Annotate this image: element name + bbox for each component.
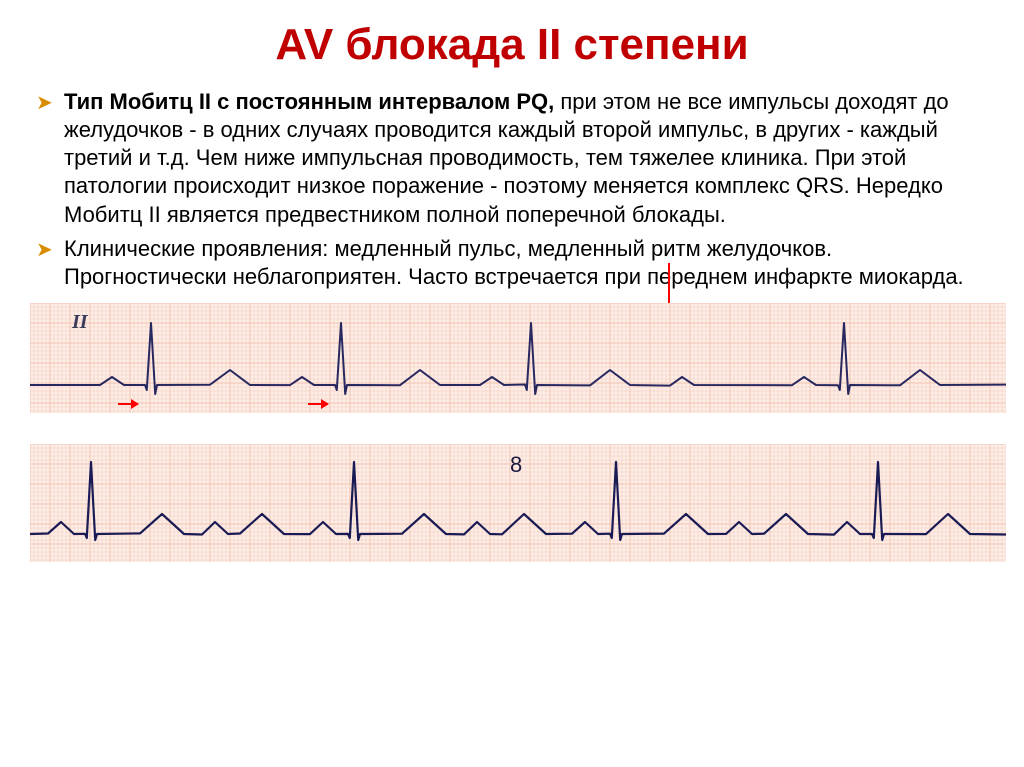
text-span: Клинические проявления: медленный пульс,…	[64, 236, 964, 289]
page-title: AV блокада II степени	[30, 20, 994, 70]
lead-label: II	[72, 311, 88, 334]
ecg-svg-1	[30, 303, 1006, 413]
chevron-right-icon: ➤	[36, 88, 64, 116]
bold-span: Тип Мобитц II с постоянным интервалом PQ…	[64, 89, 554, 114]
list-item-text: Клинические проявления: медленный пульс,…	[64, 235, 994, 291]
ecg-strip-2: 8	[30, 444, 1006, 567]
chevron-right-icon: ➤	[36, 235, 64, 263]
bullet-list: ➤ Тип Мобитц II с постоянным интервалом …	[30, 88, 994, 291]
list-item: ➤ Тип Мобитц II с постоянным интервалом …	[36, 88, 994, 229]
trace-label: 8	[510, 452, 522, 478]
arrow-right-icon	[308, 403, 328, 405]
list-item-text: Тип Мобитц II с постоянным интервалом PQ…	[64, 88, 994, 229]
list-item: ➤ Клинические проявления: медленный пуль…	[36, 235, 994, 291]
ecg-strip-1: II	[30, 303, 1006, 418]
ecg-block: II 8	[30, 303, 994, 567]
arrow-right-icon	[118, 403, 138, 405]
